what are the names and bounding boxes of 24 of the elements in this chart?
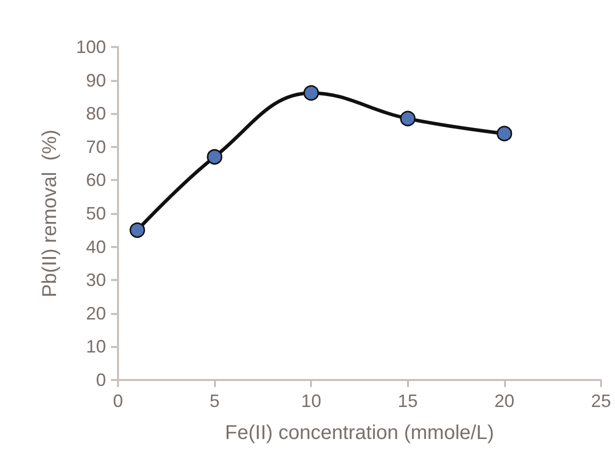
x-tick-label: 20 [494, 391, 514, 411]
x-tick-label: 0 [112, 391, 124, 411]
y-tick-label: 0 [96, 370, 106, 390]
x-tick-label: 15 [398, 391, 418, 411]
y-tick-label: 60 [86, 170, 106, 190]
y-tick-label: 70 [86, 136, 106, 157]
point [303, 85, 319, 101]
y-tick-label: 10 [86, 336, 106, 357]
x-tick-label: 5 [210, 391, 220, 411]
point [496, 126, 512, 142]
point [206, 149, 222, 165]
point [400, 110, 416, 126]
y-tick-label: 30 [86, 270, 106, 290]
y-tick-label: 20 [86, 303, 106, 324]
y-tick-label: 40 [86, 236, 106, 257]
y-tick-label: 100 [76, 37, 106, 57]
x-tick-label: 25 [590, 391, 612, 411]
y-axis-title: Pb(II) removal (%) [39, 130, 61, 298]
x-tick-label: 10 [301, 391, 322, 411]
y-tick-label: 80 [86, 104, 106, 124]
y-tick-label: 90 [86, 70, 106, 90]
y-tick-label: 50 [86, 204, 106, 224]
x-axis-title: Fe(II) concentration (mmole/L) [225, 422, 494, 444]
point [130, 222, 146, 238]
